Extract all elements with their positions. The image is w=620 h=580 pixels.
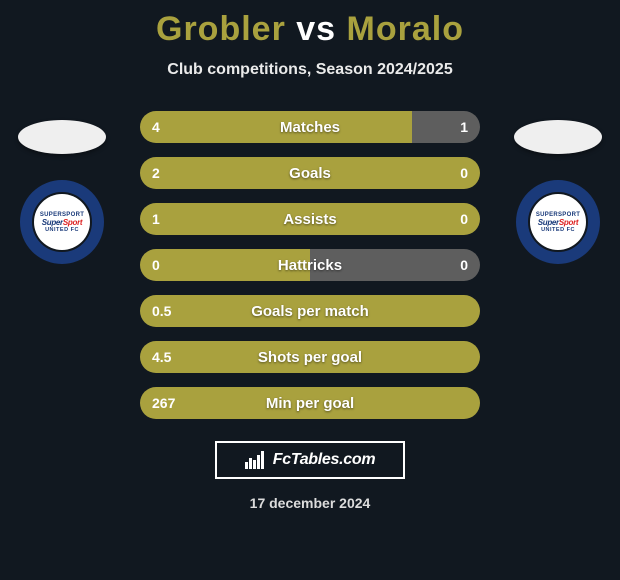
player-left-silhouette [18, 120, 106, 154]
player-left-club-badge: SUPERSPORTSuperSportUNITED FC [20, 180, 104, 264]
badge-inner: SUPERSPORTSuperSportUNITED FC [34, 194, 90, 250]
bar-right-segment [310, 249, 480, 281]
season-subtitle: Club competitions, Season 2024/2025 [0, 61, 620, 79]
bar-left-segment [140, 203, 480, 235]
chart-icon [245, 451, 267, 469]
fctables-logo: FcTables.com [215, 441, 405, 479]
bar-left-segment [140, 157, 480, 189]
stat-left-value: 1 [152, 203, 160, 235]
stat-left-value: 4.5 [152, 341, 171, 373]
badge-text-bot: UNITED FC [45, 227, 79, 233]
stat-right-value: 1 [460, 111, 468, 143]
brand-tables: Tables [291, 451, 339, 468]
bar-left-segment [140, 249, 310, 281]
stat-left-value: 0 [152, 249, 160, 281]
player-left-slot: SUPERSPORTSuperSportUNITED FC [18, 120, 106, 264]
brand-com: .com [339, 451, 375, 468]
badge-text-mid: SuperSport [538, 218, 579, 227]
badge-text-mid: SuperSport [42, 218, 83, 227]
comparison-title: Grobler vs Moralo [0, 0, 620, 49]
footer-date: 17 december 2024 [0, 495, 620, 511]
player-right-slot: SUPERSPORTSuperSportUNITED FC [514, 120, 602, 264]
badge-text-bot: UNITED FC [541, 227, 575, 233]
bar-left-segment [140, 111, 412, 143]
stat-row-matches: Matches41 [140, 111, 480, 143]
stat-left-value: 4 [152, 111, 160, 143]
stat-row-shots-per-goal: Shots per goal4.5 [140, 341, 480, 373]
brand-fc: Fc [273, 451, 291, 468]
player-left-name: Grobler [156, 10, 286, 48]
stat-right-value: 0 [460, 203, 468, 235]
stat-row-assists: Assists10 [140, 203, 480, 235]
vs-text: vs [296, 10, 336, 48]
stat-left-value: 0.5 [152, 295, 171, 327]
bar-right-segment [412, 111, 480, 143]
stat-left-value: 2 [152, 157, 160, 189]
stat-right-value: 0 [460, 249, 468, 281]
bar-left-segment [140, 387, 480, 419]
bar-left-segment [140, 341, 480, 373]
stat-row-goals: Goals20 [140, 157, 480, 189]
stat-row-goals-per-match: Goals per match0.5 [140, 295, 480, 327]
player-right-name: Moralo [347, 10, 464, 48]
stat-left-value: 267 [152, 387, 175, 419]
player-right-silhouette [514, 120, 602, 154]
player-right-club-badge: SUPERSPORTSuperSportUNITED FC [516, 180, 600, 264]
stat-right-value: 0 [460, 157, 468, 189]
stats-bars: Matches41Goals20Assists10Hattricks00Goal… [140, 111, 480, 419]
stat-row-min-per-goal: Min per goal267 [140, 387, 480, 419]
bar-left-segment [140, 295, 480, 327]
stat-row-hattricks: Hattricks00 [140, 249, 480, 281]
badge-inner: SUPERSPORTSuperSportUNITED FC [530, 194, 586, 250]
